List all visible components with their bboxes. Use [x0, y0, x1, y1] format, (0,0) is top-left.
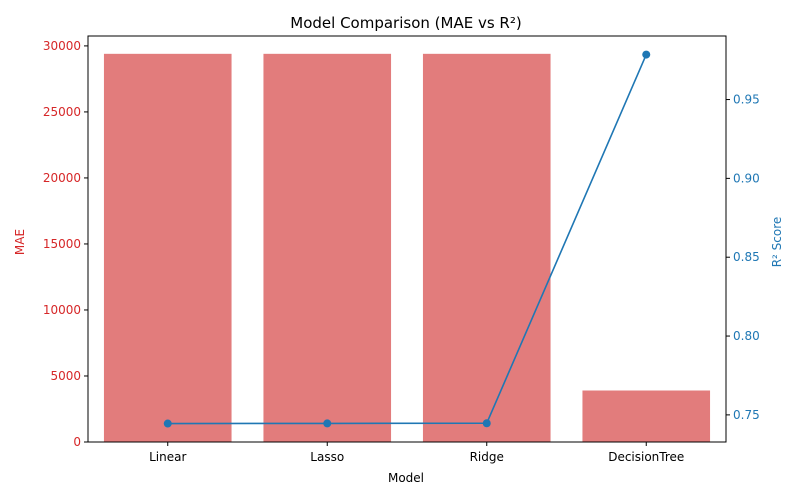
x-tick-label: Lasso: [310, 450, 344, 464]
x-tick-label: Linear: [149, 450, 186, 464]
y-left-tick-label: 20000: [43, 171, 81, 185]
left-y-axis: 0 5000 10000 15000 20000 25000 30000: [43, 39, 88, 449]
y-left-tick-label: 30000: [43, 39, 81, 53]
y-right-tick-label: 0.85: [733, 250, 760, 264]
r2-point-decisiontree: [642, 50, 651, 59]
mae-bar-decisiontree: [582, 390, 711, 442]
r2-line: [167, 54, 647, 425]
y-right-tick-label: 0.75: [733, 408, 760, 422]
y-left-tick-label: 10000: [43, 303, 81, 317]
y-axis-left-label: MAE: [13, 229, 27, 255]
r2-point-ridge: [482, 419, 491, 428]
right-y-axis: 0.75 0.80 0.85 0.90 0.95: [726, 93, 760, 422]
x-tick-label: Ridge: [470, 450, 504, 464]
y-left-tick-label: 0: [73, 435, 81, 449]
mae-bar-lasso: [263, 53, 392, 442]
y-right-tick-label: 0.90: [733, 171, 760, 185]
y-left-tick-label: 15000: [43, 237, 81, 251]
mae-bar-ridge: [422, 53, 551, 442]
x-axis-label: Model: [388, 471, 424, 485]
r2-point-linear: [163, 419, 172, 428]
x-tick-label: DecisionTree: [608, 450, 684, 464]
bars-layer: [103, 53, 711, 442]
y-left-tick-label: 5000: [50, 369, 81, 383]
r2-line-layer: [163, 50, 651, 428]
y-left-tick-label: 25000: [43, 105, 81, 119]
mae-bar-linear: [103, 53, 232, 442]
r2-point-lasso: [323, 419, 332, 428]
y-right-tick-label: 0.95: [733, 93, 760, 107]
y-right-tick-label: 0.80: [733, 329, 760, 343]
y-axis-right-label: R² Score: [770, 217, 784, 268]
plot-frame: [87, 35, 727, 443]
chart-title: Model Comparison (MAE vs R²): [290, 14, 521, 32]
x-axis: Linear Lasso Ridge DecisionTree: [149, 442, 684, 464]
